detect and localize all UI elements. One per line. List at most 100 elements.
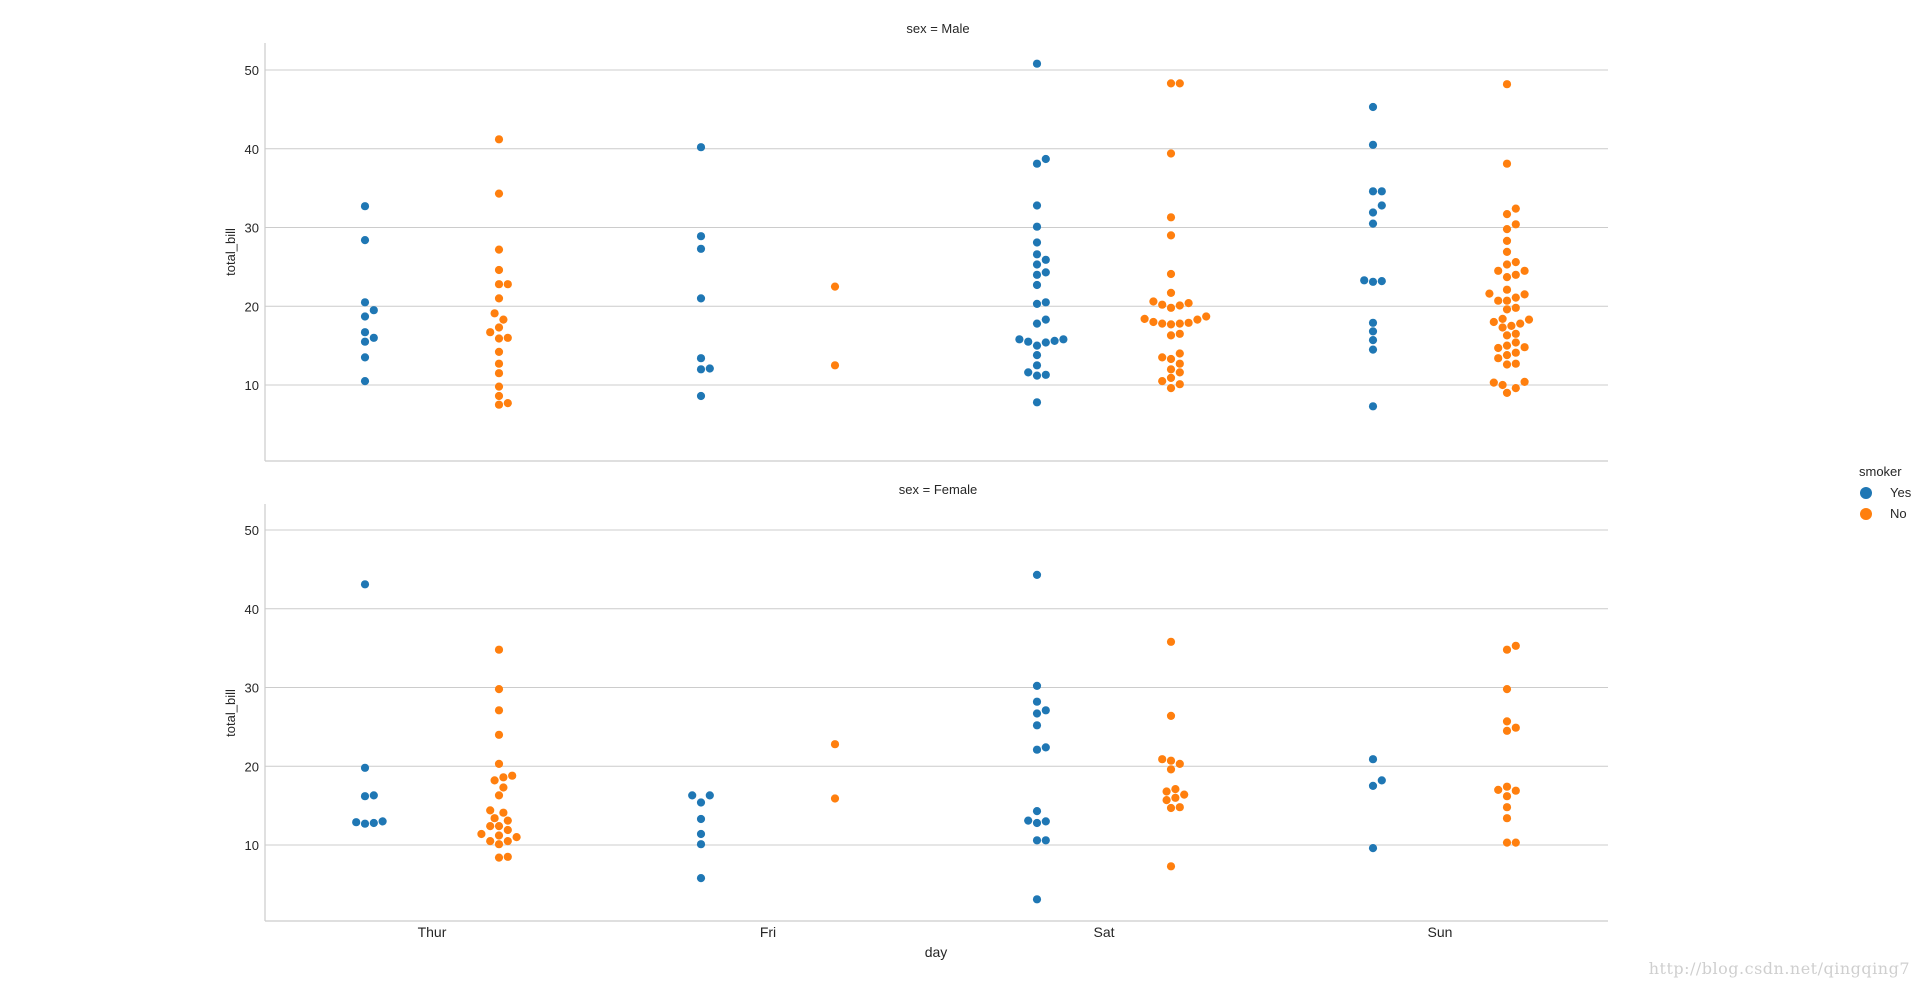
point-sat-yes [1041,706,1050,715]
point-sun-yes [1368,781,1378,791]
y-tick-label-40: 40 [245,602,259,617]
point-sat-yes [1059,335,1068,344]
point-thur-yes [369,791,378,800]
point-sat-no [1184,318,1193,327]
point-thur-yes [360,328,370,337]
point-sat-no [1158,755,1167,764]
point-sat-yes [1032,818,1042,828]
point-sat-yes [1032,59,1042,68]
y-tick-label-50: 50 [245,63,259,78]
point-thur-yes [369,333,378,342]
point-sat-no [1175,368,1184,377]
point-thur-yes [360,353,370,362]
point-sun-yes [1368,336,1378,345]
point-thur-yes [360,236,370,245]
legend-marker-no [1860,508,1872,520]
x-tick-label-sat: Sat [1093,924,1114,940]
point-sun-no [1502,159,1512,168]
point-thur-no [494,706,504,715]
point-sun-no [1502,80,1512,89]
point-sat-yes [1032,681,1042,691]
point-sun-yes [1368,327,1378,336]
point-sat-no [1171,785,1180,794]
point-sat-no [1166,288,1176,297]
point-sat-yes [1041,743,1050,752]
point-sat-no [1158,300,1167,309]
point-sat-yes [1041,268,1050,277]
point-sun-no [1502,814,1512,823]
point-sat-no [1149,297,1158,306]
point-thur-no [494,391,504,401]
point-thur-yes [360,377,370,386]
point-sun-no [1485,289,1494,298]
point-thur-no [499,783,508,792]
point-fri-yes [696,143,706,152]
point-thur-no [503,852,512,861]
point-sun-no [1502,792,1512,801]
y-tick-label-20: 20 [245,759,259,774]
point-sat-no [1175,759,1184,769]
point-sun-yes [1377,277,1386,286]
panel-female: sex = Female 10 20 30 40 50 total_bill [223,482,1608,922]
point-sun-no [1520,343,1529,352]
point-sun-yes [1368,402,1378,411]
point-sun-no [1502,305,1512,314]
point-thur-no [508,771,517,780]
point-sun-no [1511,204,1520,213]
point-sat-yes [1032,745,1042,754]
point-sat-yes [1024,337,1033,346]
point-sun-yes [1368,755,1378,764]
point-sun-no [1520,377,1529,386]
point-thur-no [503,825,512,835]
point-thur-no [494,245,504,254]
y-tick-label-50: 50 [245,523,259,538]
point-sat-no [1166,862,1176,871]
point-sat-yes [1050,336,1059,345]
point-sat-yes [1032,351,1042,360]
points-female [352,570,1520,904]
point-sat-no [1166,231,1176,240]
y-tick-label-10: 10 [245,378,259,393]
point-sat-no [1175,349,1184,358]
point-thur-no [486,822,495,831]
point-sat-yes [1041,255,1050,264]
point-fri-yes [696,391,706,401]
point-thur-no [503,280,512,289]
point-fri-yes [696,294,706,303]
point-thur-yes [360,792,370,801]
point-sun-yes [1368,318,1378,327]
point-sun-no [1502,726,1512,735]
point-fri-no [830,740,840,749]
point-thur-no [486,328,495,337]
point-sun-no [1502,225,1512,234]
point-sun-yes [1368,187,1378,196]
point-sat-yes [1024,816,1033,825]
point-thur-no [499,808,508,817]
point-fri-yes [696,840,706,849]
point-thur-no [494,685,504,694]
y-tick-labels-male: 10 20 30 40 50 [245,63,259,393]
point-sun-no [1494,354,1503,363]
point-fri-yes [696,232,706,241]
panel-male: sex = Male 10 20 30 40 50 total_bill [223,21,1608,462]
point-sun-no [1498,314,1507,323]
point-sun-no [1511,384,1520,393]
point-sat-no [1158,377,1167,386]
point-thur-no [499,315,508,324]
point-sun-no [1520,290,1529,299]
point-sun-no [1511,723,1520,732]
point-sun-no [1502,388,1512,397]
point-sat-yes [1032,570,1042,580]
point-sun-no [1502,273,1512,282]
point-thur-no [503,399,512,408]
point-sun-no [1494,343,1503,353]
point-fri-no [830,361,840,370]
point-sat-no [1175,359,1184,368]
point-thur-yes [360,202,370,211]
point-sat-no [1162,787,1171,796]
point-thur-yes [369,818,378,828]
point-thur-no [494,791,504,800]
point-thur-yes [360,312,370,321]
point-thur-no [512,833,521,842]
point-sun-yes [1377,187,1386,196]
